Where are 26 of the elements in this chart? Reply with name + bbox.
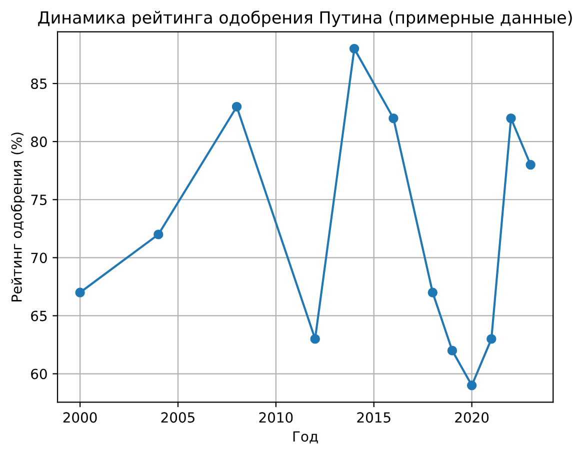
- point: [466, 380, 477, 390]
- y-tick-label: 60: [31, 368, 47, 380]
- point: [75, 288, 85, 298]
- y-tick-label: 80: [31, 136, 47, 148]
- y-tick-label: 85: [31, 78, 47, 89]
- point: [232, 102, 242, 112]
- y-tick-label: 75: [31, 194, 47, 206]
- point: [310, 334, 320, 344]
- y-tick-label: 70: [31, 252, 47, 264]
- x-tick-label: 2000: [63, 412, 97, 423]
- point: [506, 113, 516, 124]
- x-tick-label: 2005: [161, 412, 194, 423]
- point: [428, 288, 438, 298]
- point: [154, 230, 164, 240]
- point: [447, 346, 458, 356]
- point: [388, 113, 398, 124]
- y-tick-label: 65: [31, 310, 47, 322]
- x-tick-label: 2010: [259, 412, 293, 423]
- point: [349, 44, 360, 54]
- chart-title: Динамика рейтинга одобрения Путина (примерные данные): [38, 10, 572, 27]
- x-tick-label: 2020: [455, 412, 489, 423]
- x-axis-title: Год: [293, 431, 318, 444]
- x-tick-label: 2015: [357, 412, 390, 423]
- point: [526, 160, 536, 170]
- point: [486, 334, 496, 344]
- y-axis-title: Рейтинг одобрения (%): [10, 132, 25, 302]
